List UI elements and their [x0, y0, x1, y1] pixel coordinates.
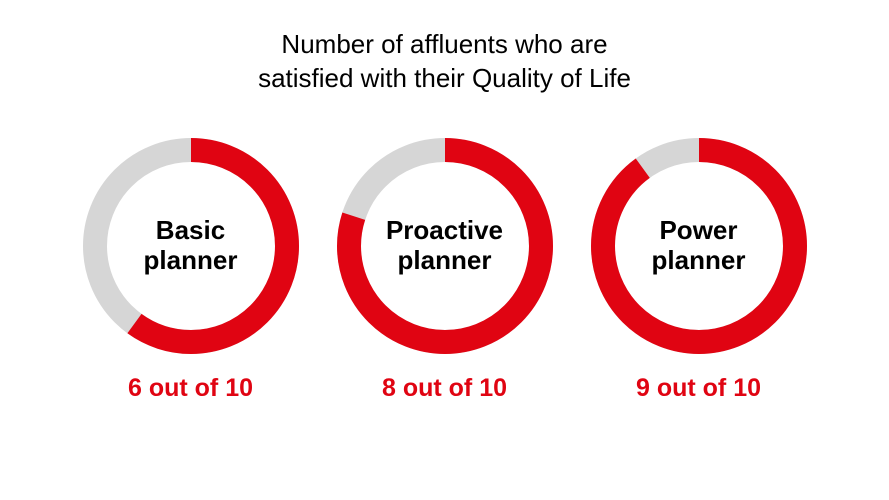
donut-power-label-2: planner: [652, 245, 746, 275]
donut-basic-label: Basic planner: [81, 136, 301, 356]
donut-power-caption: 9 out of 10: [636, 374, 761, 403]
donut-power-ring: Power planner: [589, 136, 809, 356]
donut-proactive: Proactive planner 8 out of 10: [335, 136, 555, 403]
donut-basic-caption: 6 out of 10: [128, 374, 253, 403]
donut-power-label: Power planner: [589, 136, 809, 356]
donut-power: Power planner 9 out of 10: [589, 136, 809, 403]
title-line-2: satisfied with their Quality of Life: [258, 63, 631, 93]
donut-proactive-label-2: planner: [398, 245, 492, 275]
donut-basic-label-1: Basic: [156, 215, 225, 245]
donut-basic-label-2: planner: [144, 245, 238, 275]
donut-basic: Basic planner 6 out of 10: [81, 136, 301, 403]
donut-proactive-label-1: Proactive: [386, 215, 503, 245]
donut-basic-ring: Basic planner: [81, 136, 301, 356]
donut-power-label-1: Power: [659, 215, 737, 245]
donut-proactive-label: Proactive planner: [335, 136, 555, 356]
donut-row: Basic planner 6 out of 10 Proactive plan…: [81, 136, 809, 403]
title-line-1: Number of affluents who are: [281, 29, 607, 59]
chart-title: Number of affluents who are satisfied wi…: [258, 28, 631, 96]
donut-proactive-caption: 8 out of 10: [382, 374, 507, 403]
donut-proactive-ring: Proactive planner: [335, 136, 555, 356]
